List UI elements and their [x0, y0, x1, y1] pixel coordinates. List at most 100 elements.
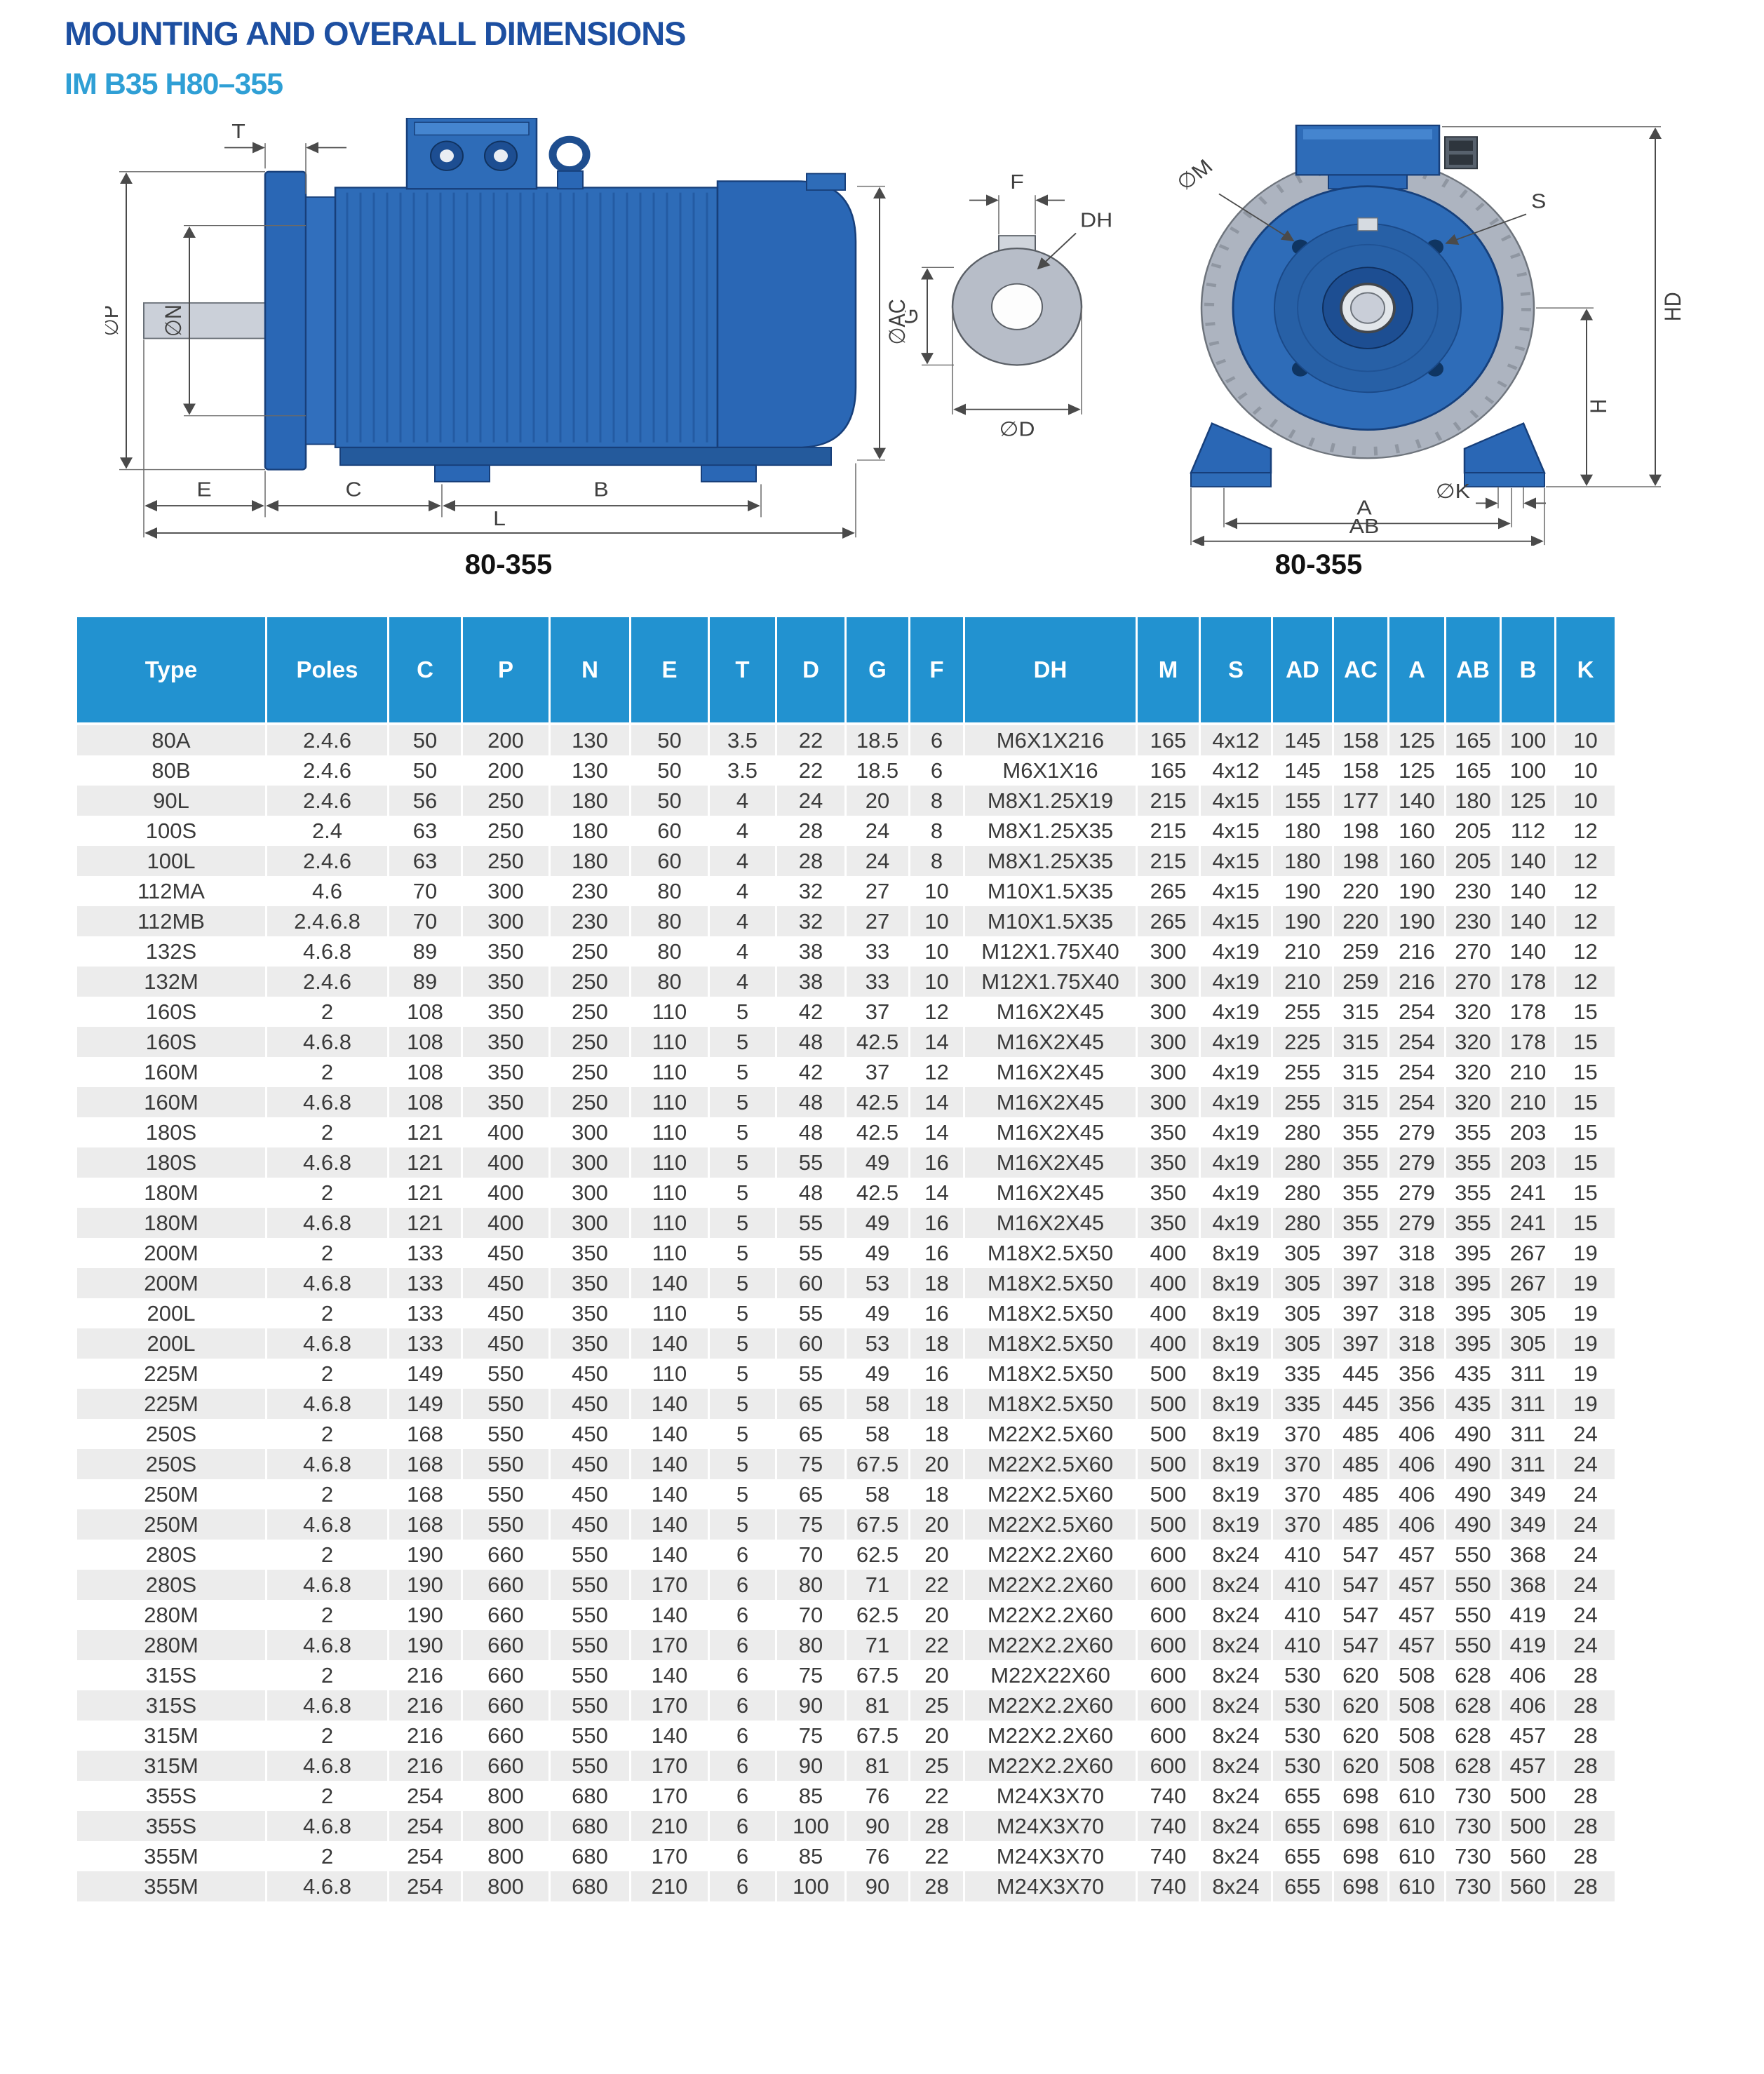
table-cell: 190 [389, 1600, 463, 1630]
table-cell: 620 [1334, 1690, 1389, 1721]
table-row: 200L 2 133 450 350 110 5 55 49 16 M18X2.5X50 400 8x1… [77, 1298, 1615, 1328]
column-header-type: Type [77, 617, 267, 725]
table-cell: 85 [777, 1781, 847, 1811]
table-cell: 395 [1446, 1238, 1502, 1268]
table-cell: 318 [1389, 1238, 1446, 1268]
table-row: 180M 4.6.8 121 400 300 110 5 55 49 16 M16X2X45 350 4… [77, 1208, 1615, 1238]
table-cell: 110 [631, 1178, 710, 1208]
flange-spigot [305, 196, 336, 445]
table-cell: M24X3X70 [965, 1841, 1138, 1871]
table-cell: 90 [777, 1751, 847, 1781]
table-cell: 395 [1446, 1298, 1502, 1328]
table-cell: 210 [631, 1811, 710, 1841]
table-cell: 24 [1573, 1451, 1598, 1476]
table-cell: 100S [77, 816, 267, 846]
table-cell: 355 [1446, 1117, 1502, 1147]
table-cell: 80B [77, 755, 267, 786]
table-cell: 133 [389, 1328, 463, 1359]
table-cell: 205 [1446, 846, 1502, 876]
table-cell: 335 [1273, 1389, 1334, 1419]
column-header-t: T [710, 617, 777, 725]
table-row: 280M 2 190 660 550 140 6 70 62.5 20 M22X2.2X60 600 8… [77, 1600, 1615, 1630]
table-cell: 4 [710, 967, 777, 997]
table-cell: 18.5 [847, 755, 910, 786]
table-cell: 600 [1138, 1660, 1201, 1690]
table-cell: 610 [1389, 1811, 1446, 1841]
table-cell: 125 [1389, 725, 1446, 755]
table-cell: 315M [77, 1721, 267, 1751]
table-cell: 210 [1502, 1057, 1556, 1087]
table-cell: 53 [847, 1328, 910, 1359]
table-cell: 250 [551, 1027, 631, 1057]
table-cell: 600 [1138, 1690, 1201, 1721]
table-cell: 355 [1334, 1178, 1389, 1208]
shaft-bore [991, 283, 1043, 330]
table-row: 200M 2 133 450 350 110 5 55 49 16 M18X2.5X50 400 8x1… [77, 1238, 1615, 1268]
table-cell: M10X1.5X35 [965, 876, 1138, 906]
table-cell: M24X3X70 [965, 1781, 1138, 1811]
table-cell: 6 [710, 1660, 777, 1690]
table-cell: 406 [1389, 1479, 1446, 1509]
table-cell: 350 [551, 1268, 631, 1298]
table-cell: 550 [1446, 1570, 1502, 1600]
table-cell: 370 [1273, 1509, 1334, 1540]
table-cell: 315 [1334, 997, 1389, 1027]
connector-slot [1449, 140, 1473, 151]
table-cell: 397 [1334, 1238, 1389, 1268]
table-cell: 38 [777, 936, 847, 967]
table-cell: 19 [1573, 1331, 1598, 1356]
table-cell: 4.6.8 [267, 1509, 389, 1540]
table-cell: 70 [389, 906, 463, 936]
table-cell: 100 [1502, 725, 1556, 755]
table-cell: 110 [631, 997, 710, 1027]
table-cell: 140 [631, 1449, 710, 1479]
table-cell: 355 [1334, 1147, 1389, 1178]
eyebolt-base [557, 170, 584, 190]
table-cell: 178 [1502, 1027, 1556, 1057]
table-cell: 457 [1389, 1540, 1446, 1570]
table-cell: 254 [1389, 1087, 1446, 1117]
table-cell: 203 [1502, 1117, 1556, 1147]
table-cell: 400 [1138, 1268, 1201, 1298]
table-cell: 300 [551, 1147, 631, 1178]
table-cell: 145 [1273, 725, 1334, 755]
table-cell: 600 [1138, 1630, 1201, 1660]
table-cell: M16X2X45 [965, 1147, 1138, 1178]
dim-label-k: ∅K [1436, 480, 1470, 503]
table-cell: 180M [77, 1178, 267, 1208]
table-cell: 90L [77, 786, 267, 816]
table-cell: 315 [1334, 1087, 1389, 1117]
table-cell: 490 [1446, 1509, 1502, 1540]
table-row: 100L 2.4.6 63 250 180 60 4 28 24 8 M8X1.25X35 215 4x… [77, 846, 1615, 876]
table-cell: 368 [1502, 1540, 1556, 1570]
table-cell: 500 [1138, 1449, 1201, 1479]
table-cell: 50 [389, 725, 463, 755]
table-cell: 160M [77, 1057, 267, 1087]
table-cell: 80 [631, 936, 710, 967]
table-cell: 2 [267, 1298, 389, 1328]
left-foot-pad [1190, 472, 1272, 487]
table-cell: 280M [77, 1630, 267, 1660]
table-cell: 60 [777, 1268, 847, 1298]
table-cell: 63 [389, 846, 463, 876]
table-cell: 220 [1334, 876, 1389, 906]
table-cell: 42.5 [847, 1178, 910, 1208]
table-cell: 350 [1138, 1208, 1201, 1238]
table-cell: 28 [1573, 1662, 1598, 1688]
column-header-m: M [1138, 617, 1201, 725]
table-cell: 10 [910, 967, 965, 997]
table-cell: 500 [1138, 1389, 1201, 1419]
table-cell: 158 [1334, 725, 1389, 755]
table-cell: 165 [1138, 755, 1201, 786]
table-cell: 8x24 [1201, 1660, 1273, 1690]
table-cell: 628 [1446, 1690, 1502, 1721]
table-cell: M18X2.5X50 [965, 1238, 1138, 1268]
table-cell: 490 [1446, 1419, 1502, 1449]
table-cell: 305 [1273, 1238, 1334, 1268]
table-cell: 170 [631, 1841, 710, 1871]
table-cell: 265 [1138, 876, 1201, 906]
table-row: 160M 4.6.8 108 350 250 110 5 48 42.5 14 M16X2X45 30… [77, 1087, 1615, 1117]
table-cell: 110 [631, 1238, 710, 1268]
table-cell: 241 [1502, 1178, 1556, 1208]
table-cell: 2 [267, 1600, 389, 1630]
